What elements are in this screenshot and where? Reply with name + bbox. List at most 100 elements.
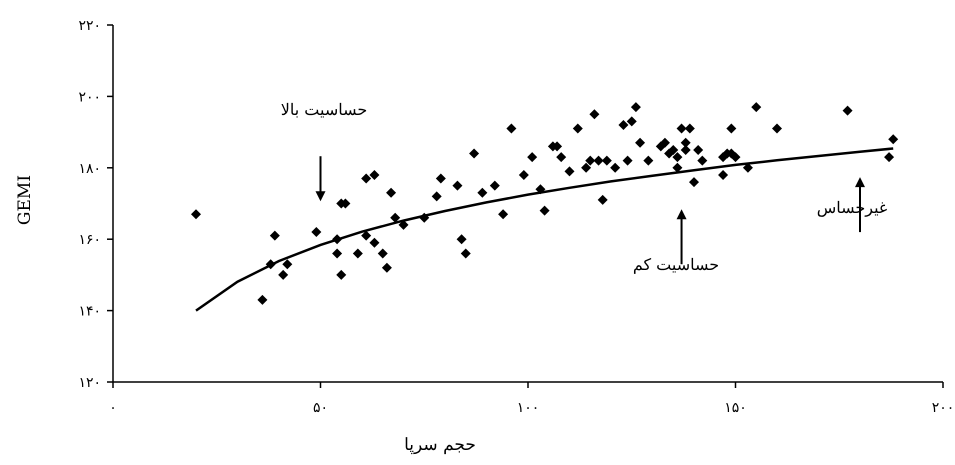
data-point [369,237,380,248]
y-tick-label: ۲۰۰ [78,89,101,105]
data-point [888,134,899,145]
data-points [191,102,899,305]
data-point [742,162,753,173]
annotation: حساسیت بالا [281,100,368,202]
data-point [452,180,463,191]
y-tick-label: ۲۲۰ [78,18,101,34]
data-point [506,123,517,134]
data-point [610,162,621,173]
data-point [772,123,782,134]
data-point [680,137,691,148]
data-point [435,173,446,184]
data-point [659,137,670,148]
data-point [336,269,347,280]
data-point [498,209,509,220]
data-point [265,259,276,270]
data-point [460,248,471,259]
data-point [635,137,646,148]
y-tick-label: ۱۲۰ [78,375,101,391]
data-point [469,148,480,159]
data-point [552,141,563,152]
data-point [269,230,280,241]
data-point [311,227,322,238]
data-point [697,155,708,166]
data-point [282,259,293,270]
data-point [884,152,895,163]
data-point [730,152,741,163]
data-point [527,152,538,163]
annotation-label: حساسیت کم [633,255,719,274]
data-point [390,212,401,223]
y-tick-label: ۱۴۰ [78,304,101,320]
y-tick-label: ۱۶۰ [78,232,101,248]
x-tick-label: ۲۰۰ [932,400,955,416]
annotation: غیرحساس [817,177,888,233]
y-axis-title: GEMI [15,175,35,225]
data-point [398,219,409,230]
annotation-arrow-head [855,177,865,188]
x-tick-label: ۰ [109,400,117,416]
data-point [601,155,612,166]
y-ticks: ۱۲۰ ۱۴۰ ۱۶۰ ۱۸۰ ۲۰۰ ۲۲۰ [78,18,113,391]
x-ticks: ۰ ۵۰ ۱۰۰ ۱۵۰ ۲۰۰ [109,382,954,416]
annotation-arrow-head [315,191,326,202]
data-point [751,102,762,113]
annotation-arrow-head [676,209,687,220]
data-point [489,180,500,191]
data-point [643,155,654,166]
data-point [518,169,529,180]
y-tick-label: ۱۸۰ [78,161,101,177]
data-point [332,248,343,259]
x-tick-label: ۱۰۰ [517,400,540,416]
data-point [684,123,695,134]
data-point [361,173,372,184]
annotations: حساسیت بالا حساسیت کم غیرحساس [281,100,888,274]
data-point [191,209,201,220]
data-point [278,269,289,280]
data-point [572,123,583,134]
data-point [726,123,737,134]
data-point [386,187,397,198]
x-axis-title: حجم سرپا [404,435,476,455]
data-point [618,119,629,130]
data-point [668,144,679,155]
data-point [693,144,704,155]
data-point [456,234,467,245]
data-point [340,198,351,209]
data-point [581,162,592,173]
data-point [622,155,633,166]
trend-line [195,147,894,312]
data-point [676,123,687,134]
data-point [718,169,729,180]
annotation-label: حساسیت بالا [281,100,368,119]
data-point [589,109,600,120]
data-point [332,234,343,245]
data-point [477,187,488,198]
data-point [689,177,699,188]
data-point [672,162,683,173]
data-point [419,212,430,223]
data-point [564,166,575,177]
data-point [556,152,567,163]
data-point [593,155,604,166]
data-point [539,205,550,216]
data-point [672,152,683,163]
x-tick-label: ۵۰ [313,400,328,416]
data-point [431,191,442,202]
data-point [842,105,853,116]
data-point [257,294,268,305]
data-point [535,184,546,195]
annotation: حساسیت کم [633,209,719,274]
data-point [377,248,388,259]
data-point [630,102,641,113]
data-point [352,248,363,259]
data-point [680,144,691,155]
data-point [597,194,608,205]
data-point [361,230,372,241]
data-point [626,116,637,127]
annotation-label: غیرحساس [817,198,888,217]
x-tick-label: ۱۵۰ [724,400,747,416]
data-point [381,262,392,273]
data-point [585,155,596,166]
